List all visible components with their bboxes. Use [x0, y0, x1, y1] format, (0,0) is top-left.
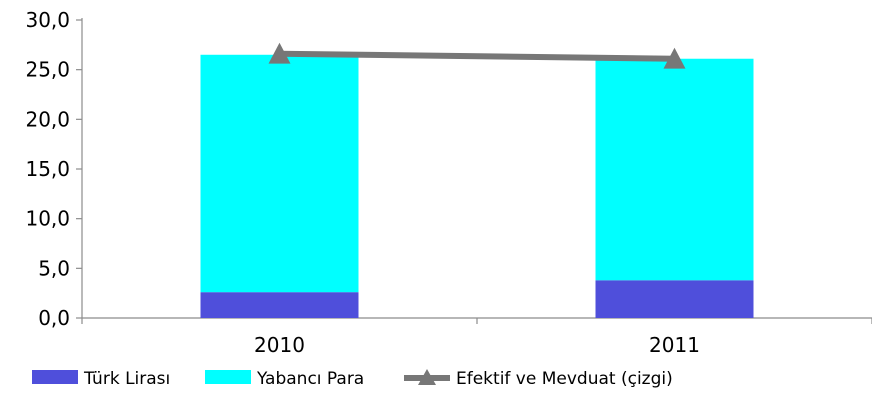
legend-marker [418, 369, 436, 385]
y-tick-label: 30,0 [25, 8, 70, 32]
y-tick-label: 25,0 [25, 58, 70, 82]
y-tick-label: 10,0 [25, 207, 70, 231]
line-series [279, 50, 675, 62]
y-tick-label: 15,0 [25, 157, 70, 181]
legend-label: Yabancı Para [256, 369, 364, 389]
line-series-group [268, 42, 686, 69]
bars-group [200, 54, 754, 318]
x-tick-label: 2011 [649, 333, 700, 357]
legend-swatch [205, 370, 251, 384]
bar-2010-series-1 [200, 54, 359, 293]
x-axis: 2010 2011 [81, 317, 872, 357]
y-tick-label: 20,0 [25, 107, 70, 131]
bar-2010-series-0 [200, 292, 359, 318]
y-axis: 0,0 5,0 10,0 15,0 20,0 25,0 30,0 [25, 8, 83, 330]
y-tick-label: 0,0 [38, 306, 70, 330]
legend: Türk Lirası Yabancı Para Efektif ve Mevdua… [32, 369, 673, 389]
x-tick-label: 2010 [254, 333, 305, 357]
legend-label: Türk Lirası [83, 369, 170, 389]
bar-2011-series-1 [595, 58, 754, 281]
bar-2011-series-0 [595, 280, 754, 318]
legend-swatch [32, 370, 78, 384]
line-marker-2011 [663, 47, 686, 69]
line-marker-2010 [268, 42, 291, 64]
legend-label: Efektif ve Mevduat (çizgi) [456, 369, 673, 389]
y-tick-label: 5,0 [38, 256, 70, 280]
